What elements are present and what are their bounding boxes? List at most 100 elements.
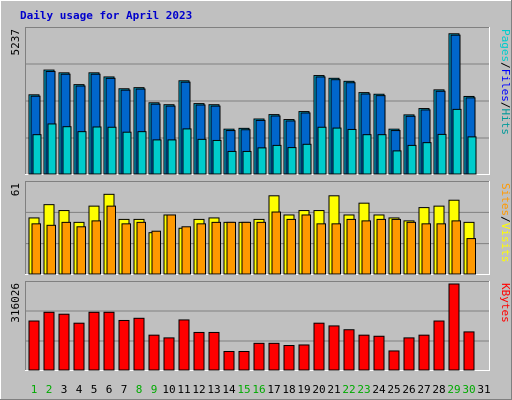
kbytes-bar-kbytes: [388, 350, 400, 371]
hits-legend-separator: /: [499, 62, 512, 69]
day-label: 25: [387, 383, 400, 396]
hits-bar-pages: [182, 128, 192, 175]
hits-bar-pages: [107, 126, 117, 175]
hits-bar-pages: [212, 139, 222, 175]
kbytes-bar-kbytes: [313, 322, 325, 371]
visits-bar-sites: [271, 211, 281, 275]
visits-bar-sites: [151, 230, 161, 275]
visits-bar-sites: [466, 238, 476, 275]
visits-bar-sites: [376, 218, 386, 275]
hits-bar-pages: [362, 134, 372, 175]
kbytes-bar-kbytes: [223, 350, 235, 371]
visits-bar-sites: [331, 223, 341, 275]
hits-bar-pages: [242, 150, 252, 175]
day-label: 19: [297, 383, 310, 396]
visits-legend-separator: /: [499, 216, 512, 223]
visits-bar-sites: [346, 218, 356, 275]
day-label: 6: [106, 383, 113, 396]
hits-bar-pages: [407, 144, 417, 175]
visits-bar-sites: [316, 223, 326, 275]
hits-ymax-label: 5237: [9, 29, 22, 56]
kbytes-bar-kbytes: [208, 331, 220, 371]
kbytes-bar-kbytes: [298, 344, 310, 371]
kbytes-panel: 316026 KBytes: [9, 281, 512, 371]
day-label: 28: [432, 383, 445, 396]
day-label: 2: [46, 383, 53, 396]
kbytes-bar-kbytes: [238, 350, 250, 371]
visits-panel: 61 Sites/Visits: [9, 181, 512, 275]
hits-bar-pages: [32, 134, 42, 175]
visits-bar-sites: [451, 220, 461, 275]
kbytes-bar-kbytes: [463, 331, 475, 371]
visits-bar-sites: [31, 223, 41, 275]
kbytes-bar-kbytes: [328, 325, 340, 371]
kbytes-ymax-label: 316026: [9, 283, 22, 323]
hits-bar-pages: [467, 136, 477, 175]
day-label: 13: [207, 383, 220, 396]
chart-title: Daily usage for April 2023: [20, 9, 192, 22]
hits-bar-pages: [47, 123, 57, 175]
day-label: 11: [177, 383, 190, 396]
hits-bar-pages: [302, 143, 312, 175]
kbytes-bar-kbytes: [73, 322, 85, 371]
kbytes-bar-kbytes: [163, 337, 175, 371]
hits-bar-pages: [392, 150, 402, 175]
visits-bar-sites: [136, 221, 146, 275]
hits-bar-pages: [152, 139, 162, 175]
day-label: 8: [136, 383, 143, 396]
kbytes-bar-kbytes: [133, 317, 145, 371]
visits-bar-sites: [211, 221, 221, 275]
visits-bar-sites: [46, 224, 56, 275]
visits-bar-sites: [406, 221, 416, 275]
hits-bar-pages: [332, 127, 342, 175]
visits-bar-sites: [241, 221, 251, 275]
day-label: 18: [282, 383, 295, 396]
visits-bar-sites: [106, 205, 116, 275]
day-label: 24: [372, 383, 386, 396]
day-label: 27: [417, 383, 430, 396]
hits-bar-pages: [287, 147, 297, 175]
day-axis: 1 2 3 4 5 6 7 8 9 10 11 12 13 14 15 16 17 18 19 20 21 22 23 24 2…: [31, 383, 491, 396]
hits-bar-pages: [377, 134, 387, 175]
hits-bar-pages: [452, 108, 462, 175]
day-label: 5: [91, 383, 98, 396]
kbytes-bar-kbytes: [253, 342, 265, 371]
hits-legend-pages: Pages: [499, 29, 512, 62]
visits-bar-sites: [421, 223, 431, 275]
hits-bar-pages: [62, 126, 72, 175]
kbytes-bar-kbytes: [343, 329, 355, 371]
day-label: 3: [61, 383, 68, 396]
kbytes-bar-kbytes: [58, 313, 70, 371]
visits-bar-sites: [301, 214, 311, 275]
hits-bar-pages: [272, 144, 282, 175]
kbytes-bar-kbytes: [418, 334, 430, 371]
hits-legend: Pages/Files/Hits: [499, 29, 512, 135]
visits-bar-sites: [61, 221, 71, 275]
day-label: 30: [462, 383, 475, 396]
hits-bar-pages: [422, 142, 432, 175]
day-label: 20: [312, 383, 325, 396]
visits-bar-sites: [166, 214, 176, 275]
hits-bar-pages: [317, 126, 327, 175]
kbytes-bar-kbytes: [373, 335, 385, 371]
hits-bar-pages: [257, 147, 267, 175]
hits-legend-hits: Hits: [499, 109, 512, 136]
visits-bar-sites: [256, 221, 266, 275]
hits-bar-pages: [137, 131, 147, 175]
visits-bar-sites: [181, 226, 191, 275]
kbytes-bar-kbytes: [28, 320, 40, 371]
day-label: 7: [121, 383, 128, 396]
kbytes-bar-kbytes: [283, 345, 295, 371]
visits-legend-visits: Visits: [499, 223, 512, 263]
kbytes-bar-kbytes: [148, 334, 160, 371]
hits-legend-separator: /: [499, 102, 512, 109]
day-label: 14: [222, 383, 236, 396]
day-label: 16: [252, 383, 265, 396]
visits-bar-sites: [286, 218, 296, 275]
hits-bar-pages: [437, 133, 447, 175]
hits-legend-files: Files: [499, 69, 512, 102]
visits-ymax-label: 61: [9, 183, 22, 196]
visits-bar-sites: [436, 223, 446, 275]
day-label: 12: [192, 383, 205, 396]
